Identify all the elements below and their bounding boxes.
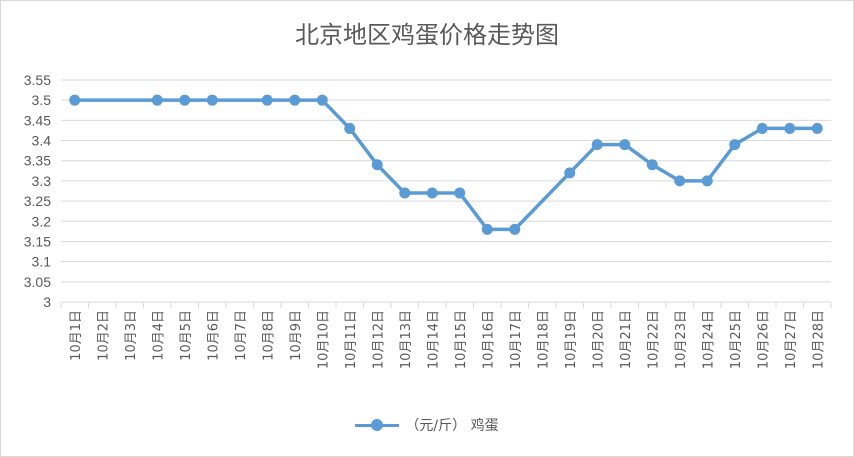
data-point	[509, 223, 521, 235]
y-tick-label: 3.45	[24, 112, 51, 128]
data-point	[481, 223, 493, 235]
x-tick-label: 10月18日	[536, 310, 551, 369]
x-tick-label: 10月12日	[371, 310, 386, 369]
data-point	[316, 94, 328, 106]
data-point	[701, 175, 713, 187]
x-tick-label: 10月10日	[316, 310, 331, 369]
x-tick-label: 10月28日	[811, 310, 826, 369]
data-point	[756, 122, 768, 134]
data-point	[344, 122, 356, 134]
y-tick-label: 3.55	[24, 72, 51, 88]
y-tick-label: 3.2	[32, 213, 52, 229]
x-tick-label: 10月4日	[151, 310, 166, 361]
legend-swatch-icon	[355, 418, 400, 432]
x-tick-label: 10月2日	[96, 310, 111, 361]
data-point	[289, 94, 301, 106]
y-tick-label: 3.15	[24, 233, 51, 249]
y-tick-label: 3.4	[32, 133, 52, 149]
x-tick-label: 10月15日	[454, 310, 469, 369]
data-point	[454, 187, 466, 199]
x-tick-label: 10月20日	[591, 310, 606, 369]
y-tick-label: 3.05	[24, 274, 51, 290]
x-tick-label: 10月7日	[234, 310, 249, 361]
x-tick-label: 10月1日	[69, 310, 84, 361]
data-point	[784, 122, 796, 134]
x-tick-label: 10月3日	[124, 310, 139, 361]
x-tick-label: 10月25日	[729, 310, 744, 369]
data-point	[206, 94, 218, 106]
data-point	[646, 159, 658, 171]
data-point	[564, 167, 576, 179]
data-point	[399, 187, 411, 199]
line-chart: 3 3.05 3.1 3.15 3.2 3.25 3.3 3.35 3.4 3.45 3.5 3.55…	[24, 72, 832, 369]
data-point	[179, 94, 191, 106]
y-tick-label: 3.25	[24, 193, 51, 209]
chart-title: 北京地区鸡蛋价格走势图	[295, 21, 559, 49]
data-point	[591, 139, 603, 151]
legend-label: （元/斤） 鸡蛋	[405, 418, 499, 434]
y-axis-ticks: 3 3.05 3.1 3.15 3.2 3.25 3.3 3.35 3.4 3.45 3.5 3.55	[24, 72, 51, 310]
data-point	[729, 139, 741, 151]
gridlines	[61, 79, 831, 303]
y-tick-label: 3	[43, 294, 51, 310]
x-tick-label: 10月14日	[426, 310, 441, 369]
x-axis-ticks: 10月1日 10月2日 10月3日 10月4日 10月5日 10月6日 10月7日 10月8日…	[60, 302, 832, 369]
x-tick-label: 10月6日	[206, 310, 221, 361]
x-tick-label: 10月23日	[674, 310, 689, 369]
data-point	[619, 139, 631, 151]
y-tick-label: 3.3	[32, 173, 52, 189]
series-layer	[69, 94, 823, 235]
x-tick-label: 10月22日	[646, 310, 661, 369]
y-tick-label: 3.1	[32, 254, 52, 270]
x-tick-label: 10月11日	[344, 310, 359, 369]
data-point	[811, 122, 823, 134]
data-point	[371, 159, 383, 171]
x-tick-label: 10月27日	[784, 310, 799, 369]
x-tick-label: 10月9日	[289, 310, 304, 361]
data-point	[426, 187, 438, 199]
series-line	[74, 98, 818, 232]
x-tick-label: 10月13日	[399, 310, 414, 369]
x-tick-label: 10月24日	[701, 310, 716, 369]
data-point	[69, 94, 81, 106]
y-tick-label: 3.35	[24, 153, 51, 169]
x-tick-label: 10月21日	[619, 310, 634, 369]
x-tick-label: 10月19日	[564, 310, 579, 369]
data-point	[261, 94, 273, 106]
legend: （元/斤） 鸡蛋	[1, 415, 853, 435]
y-tick-label: 3.5	[32, 92, 52, 108]
data-point	[674, 175, 686, 187]
x-tick-label: 10月5日	[179, 310, 194, 361]
data-point	[151, 94, 163, 106]
x-tick-label: 10月26日	[756, 310, 771, 369]
x-tick-label: 10月17日	[509, 310, 524, 369]
x-tick-label: 10月8日	[261, 310, 276, 361]
x-tick-label: 10月16日	[481, 310, 496, 369]
